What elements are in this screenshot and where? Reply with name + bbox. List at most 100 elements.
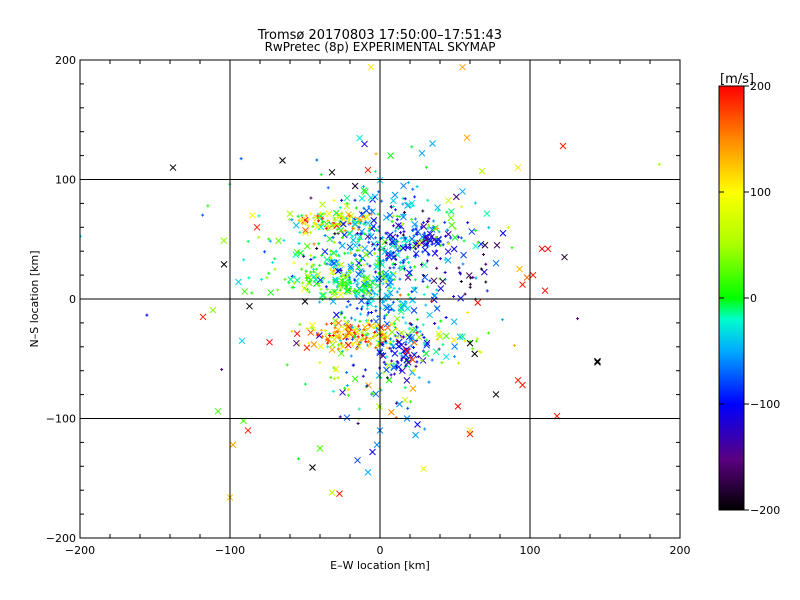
data-point <box>367 339 370 343</box>
data-point <box>336 347 340 351</box>
data-point <box>244 427 252 434</box>
chart-subtitle: RwPretec (8p) EXPERIMENTAL SKYMAP <box>265 40 496 54</box>
data-point <box>266 338 273 346</box>
data-point <box>360 331 368 339</box>
data-point <box>410 145 414 149</box>
data-point <box>388 346 392 350</box>
data-point <box>292 285 296 289</box>
data-point <box>246 239 250 243</box>
data-point <box>298 216 306 224</box>
data-point <box>374 236 378 240</box>
data-point <box>373 170 377 174</box>
data-point <box>403 197 407 201</box>
data-point <box>427 217 431 221</box>
data-point <box>445 228 449 232</box>
data-point <box>356 239 360 243</box>
data-point <box>444 248 452 255</box>
data-point <box>334 222 338 226</box>
data-point <box>346 299 350 303</box>
data-point <box>512 344 516 348</box>
data-point <box>325 337 329 341</box>
data-point <box>345 201 349 205</box>
data-point <box>431 225 435 229</box>
data-point <box>373 251 377 255</box>
data-point <box>420 465 427 473</box>
data-point <box>239 157 243 161</box>
data-point <box>333 311 340 319</box>
data-point <box>321 248 329 255</box>
data-point <box>359 221 363 225</box>
data-point <box>385 376 389 380</box>
data-point <box>422 335 426 339</box>
data-point <box>313 328 317 332</box>
data-point <box>307 329 315 336</box>
data-point <box>306 224 310 228</box>
data-point <box>320 335 324 339</box>
data-point <box>479 267 483 271</box>
data-point <box>402 258 406 262</box>
data-point <box>312 267 316 271</box>
data-point <box>259 277 263 281</box>
data-point <box>311 263 315 267</box>
data-point <box>362 328 366 332</box>
data-point <box>367 240 371 244</box>
data-point <box>387 289 391 293</box>
colorbar-tick-label: 0 <box>750 292 757 305</box>
data-point <box>286 210 294 218</box>
data-point <box>425 243 429 247</box>
data-point <box>471 347 475 351</box>
data-point <box>393 229 397 233</box>
data-point <box>351 227 355 231</box>
data-point <box>388 284 392 288</box>
data-point <box>302 229 309 237</box>
data-point <box>404 340 408 344</box>
data-point <box>444 315 448 319</box>
data-point <box>387 278 394 286</box>
data-point <box>300 221 304 225</box>
data-point <box>364 340 368 344</box>
data-point <box>424 303 428 307</box>
data-point <box>408 321 412 325</box>
data-point <box>419 263 423 267</box>
data-point <box>358 253 362 257</box>
data-point <box>332 276 339 284</box>
data-point <box>367 323 371 327</box>
data-point <box>403 210 407 214</box>
data-point <box>301 285 308 292</box>
data-point <box>273 267 277 271</box>
data-point <box>404 243 408 247</box>
data-point <box>541 287 549 294</box>
data-point <box>406 255 410 259</box>
data-point <box>466 339 474 347</box>
data-point <box>403 386 407 390</box>
data-point <box>302 254 306 258</box>
data-point <box>414 253 418 257</box>
data-point <box>392 286 396 290</box>
grid <box>80 60 680 538</box>
data-point <box>355 283 359 287</box>
data-point <box>425 285 429 289</box>
data-point <box>263 250 267 254</box>
x-tick-label: 0 <box>377 544 384 557</box>
data-point <box>414 364 418 368</box>
data-point <box>391 191 399 199</box>
data-point <box>350 337 354 341</box>
data-point <box>392 372 396 376</box>
data-point <box>246 302 253 310</box>
data-point <box>392 346 396 350</box>
data-point <box>463 292 467 296</box>
data-point <box>415 333 423 341</box>
data-point <box>365 336 369 340</box>
data-point <box>314 267 318 271</box>
data-point <box>341 215 345 219</box>
data-point <box>373 441 381 449</box>
data-point <box>361 231 365 235</box>
data-point <box>474 299 482 306</box>
data-point <box>336 490 343 498</box>
data-point <box>450 245 458 253</box>
data-point <box>318 263 322 267</box>
data-point <box>414 325 418 329</box>
chart-title: Tromsø 20170803 17:50:00–17:51:43 <box>257 28 502 43</box>
data-point <box>320 253 324 257</box>
